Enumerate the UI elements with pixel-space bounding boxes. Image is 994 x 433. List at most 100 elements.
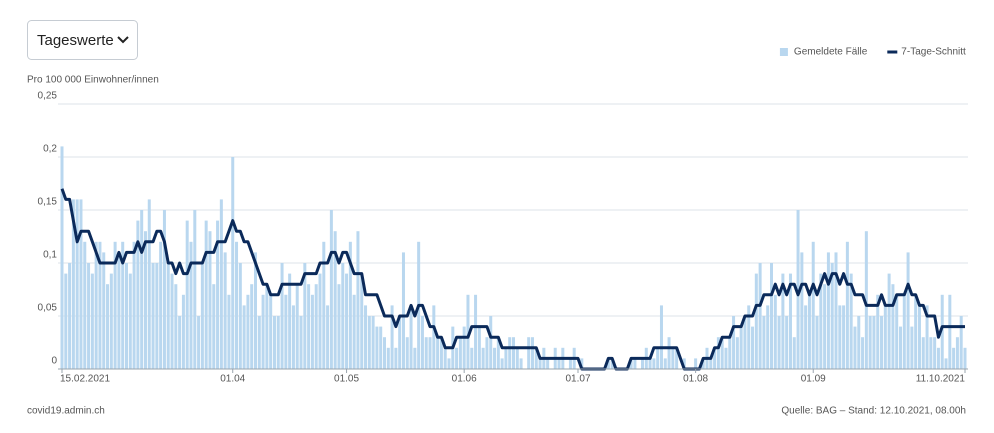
bar: [716, 337, 720, 369]
bar: [170, 273, 174, 369]
bar: [489, 316, 493, 369]
bar: [231, 157, 235, 369]
bar: [394, 347, 398, 369]
bar: [159, 241, 163, 369]
bar: [515, 347, 519, 369]
bar: [272, 316, 276, 369]
bar: [436, 337, 440, 369]
bar: [895, 294, 899, 369]
bar: [235, 241, 239, 369]
bar: [219, 199, 223, 369]
bar: [132, 241, 136, 369]
legend-label: 7-Tage-Schnitt: [901, 47, 966, 58]
bar: [352, 294, 356, 369]
bar: [386, 347, 390, 369]
bar: [375, 326, 379, 369]
bar: [496, 337, 500, 369]
legend: Gemeldete Fälle 7-Tage-Schnitt: [779, 47, 966, 58]
bar: [71, 199, 75, 369]
bar: [792, 337, 796, 369]
y-tick-label: 0,15: [38, 197, 58, 208]
bar: [610, 358, 614, 369]
bar: [348, 241, 352, 369]
footer-right: Quelle: BAG – Stand: 12.10.2021, 08.00h: [781, 406, 966, 417]
bar: [652, 358, 656, 369]
bar: [291, 305, 295, 369]
bar: [284, 294, 288, 369]
bar: [360, 273, 364, 369]
bar: [60, 146, 64, 369]
bar: [447, 358, 451, 369]
bar: [443, 347, 447, 369]
bar: [250, 284, 254, 369]
dropdown-box[interactable]: [27, 20, 138, 60]
bar: [838, 305, 842, 369]
bar: [455, 347, 459, 369]
bar: [405, 337, 409, 369]
bar: [955, 337, 959, 369]
bar: [659, 305, 663, 369]
bar: [212, 284, 216, 369]
bar: [724, 347, 728, 369]
bar: [379, 326, 383, 369]
bar: [216, 220, 220, 369]
bar: [728, 337, 732, 369]
dropdown[interactable]: Tageswerte: [27, 20, 138, 60]
bar: [174, 284, 178, 369]
bar: [121, 241, 125, 369]
bar: [254, 252, 257, 369]
bar: [337, 284, 341, 369]
bar: [64, 273, 68, 369]
bar: [181, 294, 185, 369]
bar: [356, 231, 360, 369]
bar: [720, 337, 724, 369]
bar: [781, 273, 785, 369]
bar: [819, 273, 823, 369]
bar: [762, 316, 766, 369]
bar: [785, 316, 789, 369]
dropdown-label[interactable]: Tageswerte: [37, 32, 114, 49]
bar: [641, 358, 644, 369]
bar: [322, 241, 326, 369]
bar: [500, 358, 504, 369]
bar: [580, 358, 584, 369]
bar: [87, 263, 91, 369]
bar: [512, 337, 515, 369]
legend-swatch: [779, 48, 788, 56]
bar: [94, 241, 98, 369]
bar: [842, 305, 846, 369]
bar: [276, 316, 280, 369]
bar: [826, 252, 830, 369]
bar: [853, 326, 857, 369]
bar: [811, 241, 815, 369]
bar: [390, 305, 394, 369]
bar: [777, 316, 781, 369]
y-tick-label: 0,25: [38, 91, 58, 102]
bar: [466, 294, 470, 369]
bar: [845, 241, 849, 369]
bar: [788, 273, 792, 369]
bar: [629, 358, 633, 369]
bar: [519, 358, 523, 369]
bar: [413, 347, 417, 369]
bar: [371, 316, 375, 369]
bar: [952, 347, 956, 369]
bar: [136, 220, 140, 369]
bar: [68, 263, 72, 369]
bar: [766, 305, 770, 369]
bar: [326, 305, 330, 369]
bar: [185, 220, 189, 369]
y-tick-label: 0,2: [43, 144, 57, 155]
line: [60, 188, 965, 371]
bar: [401, 252, 405, 369]
bar: [648, 358, 652, 369]
bar: [682, 358, 686, 369]
bar: [747, 305, 751, 369]
bar: [815, 316, 819, 369]
chevron[interactable]: [117, 36, 129, 44]
bar: [861, 337, 865, 369]
bar: [538, 358, 542, 369]
bar: [557, 358, 561, 369]
bar: [823, 284, 827, 369]
bar: [701, 358, 705, 369]
